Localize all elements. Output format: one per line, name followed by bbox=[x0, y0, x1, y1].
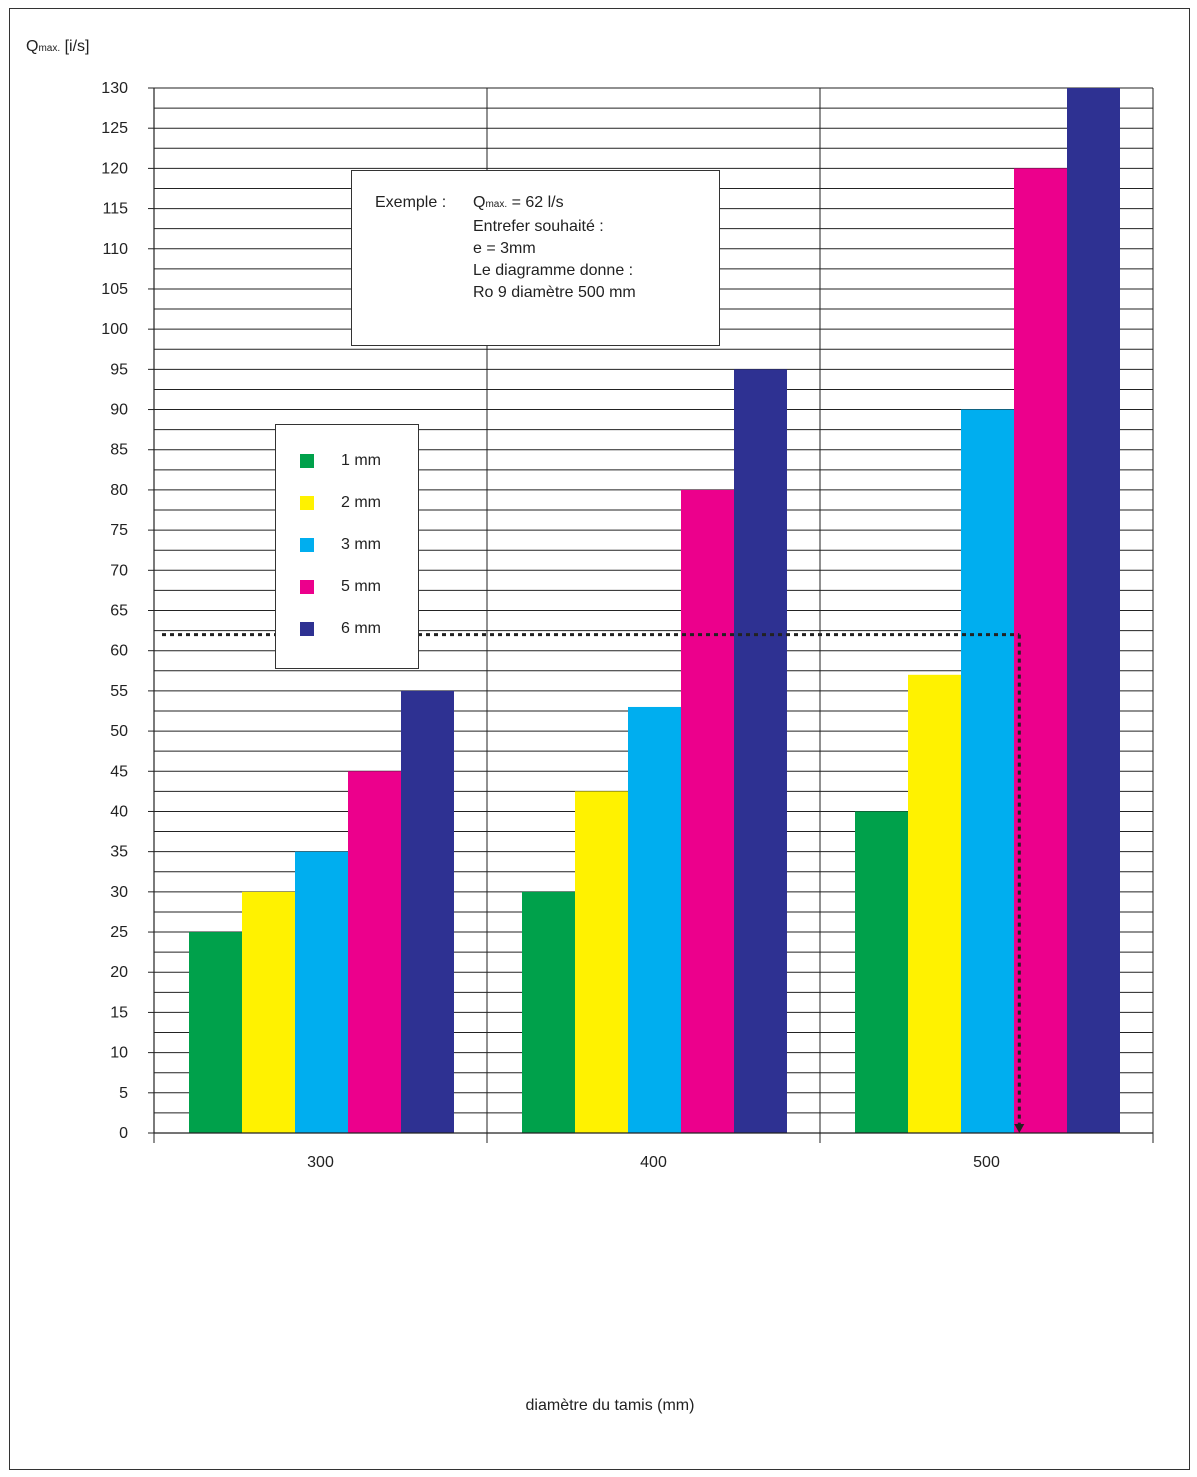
y-tick-label: 75 bbox=[110, 522, 128, 539]
y-tick-label: 35 bbox=[110, 844, 128, 861]
y-tick-label: 40 bbox=[110, 803, 128, 820]
axis-layer: 0 5 10 15 20 25 30 35 40 45 50 55 60 65 70 75 80 85 90 95 10… bbox=[101, 80, 1153, 1171]
bar bbox=[908, 674, 961, 1133]
bar bbox=[401, 690, 454, 1133]
legend-swatch bbox=[300, 538, 314, 552]
bar bbox=[681, 489, 734, 1133]
example-q-sub: max. bbox=[485, 199, 508, 210]
y-tick-label: 130 bbox=[101, 80, 128, 97]
legend: 1 mm 2 mm 3 mm 5 mm 6 mm bbox=[275, 424, 419, 669]
y-tick-label: 5 bbox=[119, 1085, 128, 1102]
bar bbox=[575, 791, 628, 1133]
y-tick-label: 95 bbox=[110, 361, 128, 378]
legend-item-5mm: 5 mm bbox=[300, 577, 381, 597]
reference-arrow-icon bbox=[1014, 1124, 1025, 1133]
legend-label: 5 mm bbox=[341, 578, 381, 595]
example-q-line: Qmax. = 62 l/s bbox=[473, 192, 636, 216]
y-tick-label: 85 bbox=[110, 442, 128, 459]
chart-frame bbox=[9, 8, 1190, 1470]
y-tick-label: 70 bbox=[110, 562, 128, 579]
legend-swatch bbox=[300, 622, 314, 636]
y-tick-label: 120 bbox=[101, 160, 128, 177]
y-tick-label: 100 bbox=[101, 321, 128, 338]
bars-layer bbox=[189, 88, 1120, 1133]
y-axis-title-sub: max. bbox=[38, 43, 61, 54]
example-label: Exemple : bbox=[375, 194, 447, 211]
example-lines: Qmax. = 62 l/s Entrefer souhaité : e = 3… bbox=[473, 192, 636, 304]
y-axis-title-unit: [i/s] bbox=[60, 38, 90, 55]
y-tick-label: 60 bbox=[110, 643, 128, 660]
bar bbox=[734, 369, 787, 1133]
y-tick-label: 0 bbox=[119, 1125, 128, 1142]
y-tick-label: 25 bbox=[110, 924, 128, 941]
y-tick-label: 50 bbox=[110, 723, 128, 740]
y-tick-label: 105 bbox=[101, 281, 128, 298]
example-line-3: Le diagramme donne : bbox=[473, 262, 634, 279]
y-tick-label: 45 bbox=[110, 763, 128, 780]
legend-item-3mm: 3 mm bbox=[300, 535, 381, 555]
y-tick-label: 110 bbox=[102, 241, 128, 258]
example-line-2: e = 3mm bbox=[473, 240, 536, 257]
y-tick-label: 125 bbox=[101, 120, 128, 137]
example-q-main: Q bbox=[473, 194, 486, 211]
bar bbox=[628, 706, 681, 1133]
x-axis-title: diamètre du tamis (mm) bbox=[526, 1397, 695, 1414]
bar bbox=[961, 409, 1014, 1133]
y-tick-label: 10 bbox=[110, 1045, 128, 1062]
legend-label: 3 mm bbox=[341, 536, 381, 553]
x-tick-label: 500 bbox=[973, 1154, 1000, 1171]
legend-item-6mm: 6 mm bbox=[300, 619, 381, 639]
y-tick-label: 80 bbox=[110, 482, 128, 499]
legend-swatch bbox=[300, 580, 314, 594]
y-tick-label: 90 bbox=[110, 402, 128, 419]
bar bbox=[189, 932, 242, 1133]
legend-item-2mm: 2 mm bbox=[300, 493, 381, 513]
example-q-value: = 62 l/s bbox=[507, 194, 564, 211]
bar bbox=[295, 851, 348, 1133]
example-line-1: Entrefer souhaité : bbox=[473, 218, 604, 235]
y-tick-label: 30 bbox=[110, 884, 128, 901]
y-tick-label: 55 bbox=[110, 683, 128, 700]
example-line-4: Ro 9 diamètre 500 mm bbox=[473, 284, 636, 301]
bar bbox=[242, 891, 295, 1133]
legend-label: 6 mm bbox=[341, 620, 381, 637]
x-tick-label: 300 bbox=[307, 1154, 334, 1171]
bar bbox=[522, 891, 575, 1133]
x-tick-label: 400 bbox=[640, 1154, 667, 1171]
bar bbox=[855, 811, 908, 1133]
y-axis-title: Qmax. [i/s] bbox=[26, 38, 89, 56]
legend-label: 1 mm bbox=[341, 452, 381, 469]
y-axis-title-main: Q bbox=[26, 38, 39, 55]
reference-line-layer bbox=[162, 633, 1025, 1133]
legend-swatch bbox=[300, 496, 314, 510]
legend-item-1mm: 1 mm bbox=[300, 451, 381, 471]
example-annotation-box: Exemple : Qmax. = 62 l/s Entrefer souhai… bbox=[351, 170, 720, 346]
y-tick-label: 20 bbox=[110, 964, 128, 981]
legend-label: 2 mm bbox=[341, 494, 381, 511]
y-tick-label: 115 bbox=[102, 201, 128, 218]
y-tick-label: 65 bbox=[110, 603, 128, 620]
bar bbox=[1067, 88, 1120, 1133]
y-tick-label: 15 bbox=[110, 1004, 128, 1021]
bar bbox=[1014, 168, 1067, 1133]
legend-swatch bbox=[300, 454, 314, 468]
bar bbox=[348, 771, 401, 1133]
